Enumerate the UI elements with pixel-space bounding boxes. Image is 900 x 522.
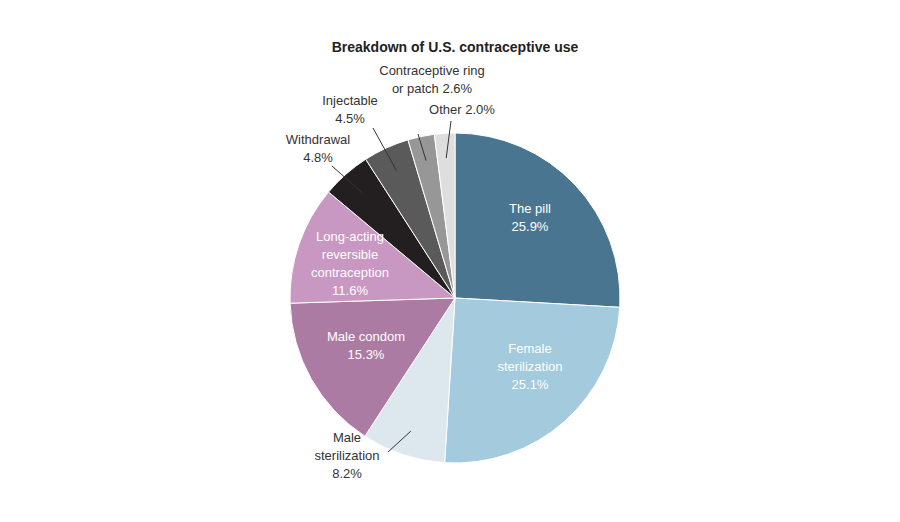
data-label: Female sterilization 25.1% <box>497 341 562 392</box>
slice <box>445 298 620 463</box>
leader-line <box>418 134 426 161</box>
data-label: The pill 25.9% <box>509 201 551 234</box>
value-label: 4.5% <box>335 111 365 126</box>
value-label: 2.0% <box>465 102 495 117</box>
data-label: Contraceptive ring or patch 2.6% <box>379 63 485 96</box>
title: Breakdown of U.S. contraceptive use <box>332 39 579 55</box>
value-label: 2.6% <box>442 81 472 96</box>
category-label: sterilization <box>314 448 379 463</box>
category-label: Injectable <box>322 93 378 108</box>
leader-line <box>332 166 362 193</box>
value-label: 8.2% <box>332 466 362 481</box>
leader-line <box>373 128 396 171</box>
category-label: contraception <box>311 265 389 280</box>
slice <box>434 133 455 298</box>
category-label: Other <box>429 102 465 117</box>
slice <box>290 298 455 436</box>
category-label: reversible <box>322 247 378 262</box>
data-label: Male sterilization 8.2% <box>314 430 379 481</box>
data-label: Other 2.0% <box>429 102 495 117</box>
data-label: Long-acting reversible contraception 11.6% <box>311 229 389 298</box>
value-label: 15.3% <box>348 347 385 362</box>
category-label: Male condom <box>327 329 405 344</box>
data-label: Withdrawal 4.8% <box>286 132 350 165</box>
category-label: Male <box>333 430 361 445</box>
data-label: Injectable 4.5% <box>322 93 378 126</box>
category-label: or patch <box>392 81 443 96</box>
slices <box>290 133 620 463</box>
value-label: 11.6% <box>332 283 368 298</box>
value-label: 25.1% <box>512 377 549 392</box>
category-label: Contraceptive ring <box>379 63 485 78</box>
category-label: sterilization <box>497 359 562 374</box>
category-label: Withdrawal <box>286 132 350 147</box>
leader-line <box>388 431 411 452</box>
value-label: 4.8% <box>303 150 333 165</box>
value-label: 25.9% <box>512 219 549 234</box>
labels: The pill 25.9% Female sterilization 25.1% Mal… <box>286 63 563 481</box>
category-label: The pill <box>509 201 551 216</box>
data-label: Male condom 15.3% <box>327 329 405 362</box>
slice <box>455 133 620 307</box>
leader-line <box>446 121 451 158</box>
chart: Breakdown of U.S. contraceptive use The p… <box>0 0 900 522</box>
category-label: Female <box>508 341 551 356</box>
category-label: Long-acting <box>316 229 384 244</box>
